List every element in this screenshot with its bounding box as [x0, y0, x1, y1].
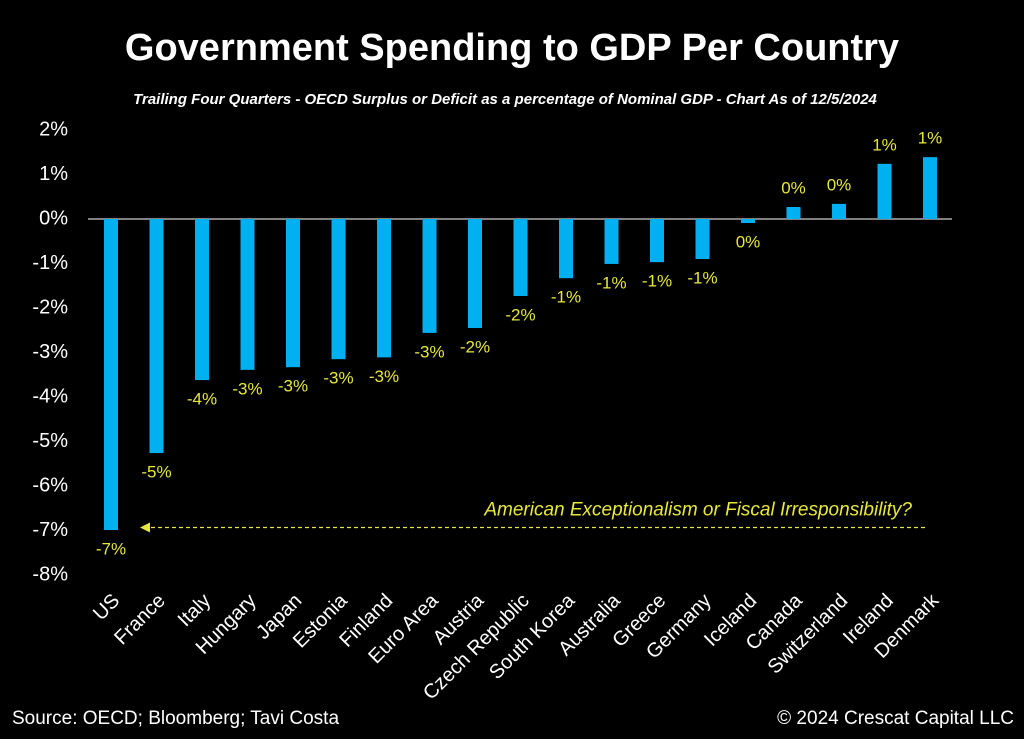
arrow-head: [140, 522, 150, 533]
y-tick-label: -6%: [32, 474, 68, 496]
y-tick-label: -5%: [32, 430, 68, 452]
bar: [786, 206, 801, 219]
bar: [650, 219, 664, 263]
value-label: -2%: [505, 305, 535, 324]
bar: [286, 219, 300, 368]
y-tick-label: -2%: [32, 296, 68, 318]
value-label: -3%: [369, 367, 399, 386]
value-label: -3%: [323, 369, 353, 388]
value-label: -3%: [278, 377, 308, 396]
bar: [468, 219, 482, 329]
bar: [741, 219, 755, 224]
value-label: -1%: [596, 273, 626, 292]
value-label: -5%: [141, 463, 171, 482]
source: Source: OECD; Bloomberg; Tavi Costa: [12, 708, 339, 729]
value-label: -1%: [551, 288, 581, 307]
bar: [832, 203, 846, 219]
value-label: -3%: [414, 342, 444, 361]
x-tick-label: France: [110, 590, 170, 650]
value-label: 0%: [827, 175, 852, 194]
value-label: -1%: [687, 269, 717, 288]
chart-subtitle: Trailing Four Quarters - OECD Surplus or…: [133, 91, 877, 108]
bar: [559, 219, 573, 279]
y-tick-label: 1%: [39, 163, 68, 185]
value-label: -1%: [642, 272, 672, 291]
bar: [331, 219, 346, 360]
value-label: -7%: [96, 540, 126, 559]
bar: [604, 219, 619, 264]
y-tick-label: -4%: [32, 385, 68, 407]
y-tick-label: -8%: [32, 563, 68, 585]
bar: [149, 219, 164, 454]
bar: [422, 219, 437, 333]
y-tick-label: -1%: [32, 252, 68, 274]
value-label: 1%: [872, 135, 897, 154]
y-tick-label: 2%: [39, 118, 68, 140]
value-label: 0%: [781, 178, 806, 197]
chart-title: Government Spending to GDP Per Country: [125, 27, 899, 69]
value-label: -4%: [187, 390, 217, 409]
bar: [377, 219, 391, 358]
credit: © 2024 Crescat Capital LLC: [777, 708, 1014, 729]
value-label: 1%: [918, 129, 943, 148]
bar: [923, 157, 937, 219]
bar: [240, 219, 255, 370]
bar: [513, 219, 528, 296]
y-tick-label: 0%: [39, 207, 68, 229]
value-label: 0%: [736, 232, 761, 251]
value-label: -3%: [232, 379, 262, 398]
annotation: American Exceptionalism or Fiscal Irresp…: [483, 500, 912, 521]
bar: [695, 219, 710, 260]
value-label: -2%: [460, 338, 490, 357]
y-tick-label: -3%: [32, 341, 68, 363]
bar: [877, 163, 892, 219]
bar: [195, 219, 209, 381]
x-tick-label: US: [89, 590, 124, 625]
bar: [104, 219, 118, 531]
y-tick-label: -7%: [32, 519, 68, 541]
